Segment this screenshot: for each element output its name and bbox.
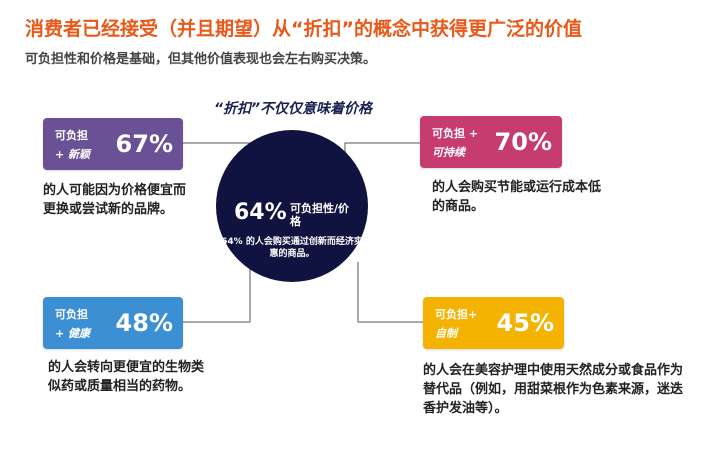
center-percent: 64% xyxy=(234,200,287,225)
card-diy-percent: 45% xyxy=(496,309,554,337)
card-novelty: 可负担 + 新颖 67% xyxy=(43,118,183,170)
card-diy-sublabel: 自制 xyxy=(435,327,457,340)
card-novelty-label: 可负担 xyxy=(55,129,88,142)
card-health-label: 可负担 xyxy=(55,308,88,321)
page-title: 消费者已经接受（并且期望）从“折扣”的概念中获得更广泛的价值 xyxy=(25,18,582,40)
center-heading: “折扣”不仅仅意味着价格 xyxy=(214,101,373,117)
connector-bottom-left xyxy=(183,262,251,323)
card-novelty-sublabel: + 新颖 xyxy=(55,148,91,161)
card-health: 可负担 + 健康 48% xyxy=(43,297,183,349)
card-diy-label: 可负担+ xyxy=(435,308,478,321)
card-diy-text: 的人会在美容护理中使用天然成分或食品作为替代品（例如，用甜菜根作为色素来源，迷迭… xyxy=(423,363,684,416)
center-circle: 64% 可负担性/价格 64% 的人会购买通过创新而经济实惠的商品。 xyxy=(216,130,368,282)
page-subtitle: 可负担性和价格是基础，但其他价值表现也会左右购买决策。 xyxy=(25,52,377,67)
card-sustainable-label: 可负担 + xyxy=(432,127,479,140)
center-description: 64% 的人会购买通过创新而经济实惠的商品。 xyxy=(221,237,363,259)
card-health-percent: 48% xyxy=(115,309,173,337)
card-novelty-text: 的人可能因为价格便宜而更换或尝试新的品牌。 xyxy=(43,183,187,217)
card-health-sublabel: + 健康 xyxy=(55,327,91,340)
card-health-text: 的人会转向更便宜的生物类似药或质量相当的药物。 xyxy=(48,360,205,394)
card-sustainable-text: 的人会购买节能或运行成本低的商品。 xyxy=(432,180,602,214)
card-sustainable-sublabel: 可持续 xyxy=(432,146,465,159)
card-novelty-percent: 67% xyxy=(115,130,173,158)
center-label: 可负担性/价格 xyxy=(290,202,350,228)
connector-bottom-right xyxy=(357,262,423,323)
card-sustainable: 可负担 + 可持续 70% xyxy=(420,116,562,168)
card-sustainable-percent: 70% xyxy=(494,128,552,156)
card-diy: 可负担+ 自制 45% xyxy=(423,297,564,349)
